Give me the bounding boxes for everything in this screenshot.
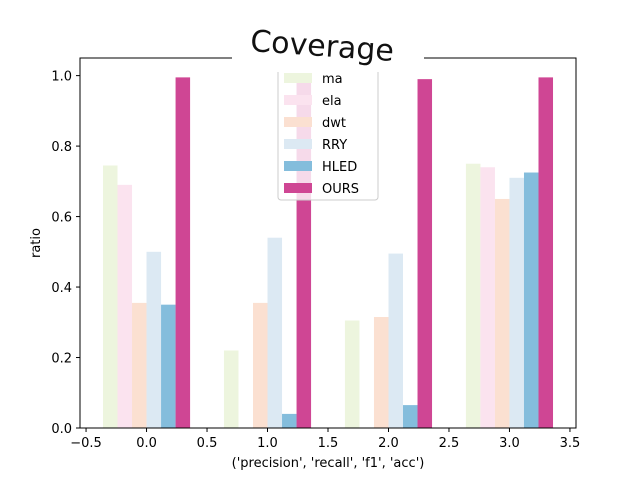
bar-ma-0 xyxy=(102,165,118,429)
bar-rry-0 xyxy=(146,251,162,428)
x-tick-label: 0.0 xyxy=(136,436,157,451)
legend-label-ela: ela xyxy=(322,94,342,109)
bar-ela-3 xyxy=(480,167,495,429)
y-axis-label: ratio xyxy=(29,228,44,258)
bar-ours-2 xyxy=(417,79,433,428)
x-tick-label: 1.5 xyxy=(318,436,339,451)
bar-dwt-3 xyxy=(494,198,510,428)
legend-swatch-rry xyxy=(284,139,312,149)
bar-ma-3 xyxy=(465,163,481,428)
bar-ma-1 xyxy=(223,350,239,428)
x-tick-label: 3.0 xyxy=(499,436,520,451)
x-axis-ticks: −0.5 0.0 0.5 1.0 1.5 2.0 2.5 3.0 3.5 xyxy=(70,428,580,451)
y-tick-label: 0.4 xyxy=(51,281,72,296)
title-backdrop xyxy=(232,28,424,72)
x-axis-label: ('precision', 'recall', 'f1', 'acc') xyxy=(232,456,425,471)
legend-label-hled: HLED xyxy=(322,160,357,175)
y-tick-label: 0.0 xyxy=(51,422,72,437)
legend-swatch-ma xyxy=(284,73,312,83)
y-tick-label: 0.2 xyxy=(51,352,72,367)
bar-rry-1 xyxy=(267,237,283,428)
chart-title-group: Coverage xyxy=(232,24,424,72)
x-tick-label: 2.0 xyxy=(378,436,399,451)
x-tick-label: 2.5 xyxy=(439,436,460,451)
bar-ela-0 xyxy=(117,184,133,428)
bars-layer xyxy=(102,77,554,429)
bar-dwt-1 xyxy=(253,302,268,428)
bar-hled-1 xyxy=(282,413,297,428)
bar-dwt-2 xyxy=(373,317,389,428)
bar-rry-3 xyxy=(509,177,524,428)
y-tick-label: 1.0 xyxy=(51,70,72,85)
x-tick-label: 1.0 xyxy=(257,436,278,451)
bar-hled-2 xyxy=(403,405,418,428)
bar-dwt-0 xyxy=(132,302,147,428)
legend-label-rry: RRY xyxy=(322,138,347,153)
x-tick-label: 3.5 xyxy=(560,436,581,451)
legend: ma ela dwt RRY HLED OURS xyxy=(277,63,379,201)
x-tick-label: −0.5 xyxy=(70,436,102,451)
bar-ours-0 xyxy=(175,77,191,428)
y-tick-label: 0.8 xyxy=(51,140,72,155)
legend-label-ma: ma xyxy=(322,72,343,87)
bar-ma-2 xyxy=(344,320,360,428)
legend-label-dwt: dwt xyxy=(322,116,346,131)
legend-swatch-hled xyxy=(284,161,312,171)
x-tick-label: 0.5 xyxy=(197,436,218,451)
bar-ours-3 xyxy=(538,77,554,428)
legend-label-ours: OURS xyxy=(322,182,359,197)
y-tick-label: 0.6 xyxy=(51,211,72,226)
legend-swatch-ours xyxy=(284,183,312,193)
legend-swatch-dwt xyxy=(284,117,312,127)
y-axis-ticks: 0.0 0.2 0.4 0.6 0.8 1.0 xyxy=(51,70,80,437)
legend-swatch-ela xyxy=(284,95,312,105)
bar-hled-3 xyxy=(523,172,539,428)
bar-hled-0 xyxy=(161,304,176,428)
bar-rry-2 xyxy=(388,253,404,428)
